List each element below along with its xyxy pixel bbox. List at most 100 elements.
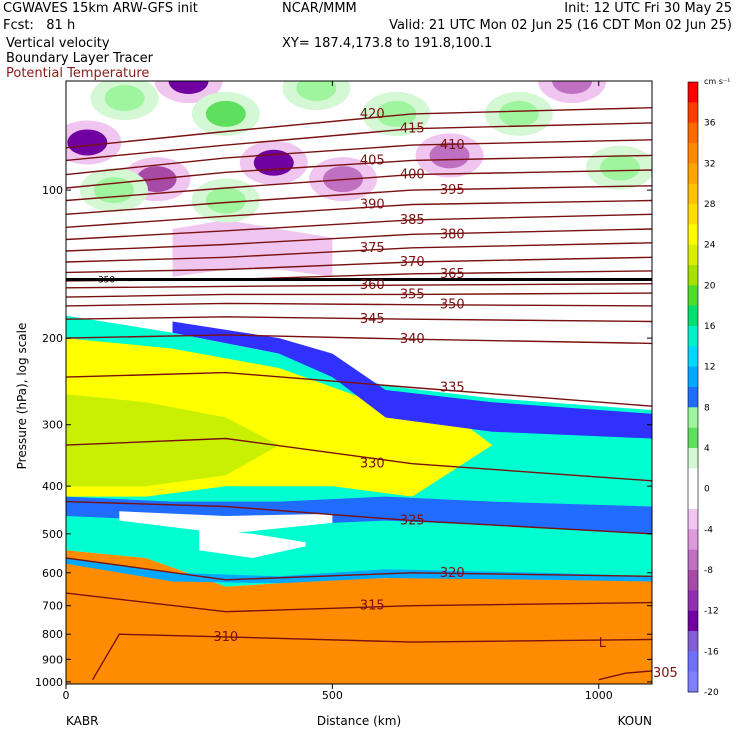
- y-tick-label: 1000: [35, 676, 63, 689]
- colorbar-label: -4: [704, 525, 713, 535]
- boundary-layer-orange: [66, 550, 652, 684]
- colorbar-label: 8: [704, 403, 710, 413]
- colorbar-swatch: [688, 204, 698, 225]
- colorbar-swatch: [688, 529, 698, 551]
- y-tick-label: 600: [42, 567, 63, 580]
- theta-isoline: [66, 169, 652, 202]
- colorbar-label: 32: [704, 159, 715, 169]
- y-axis-label: Pressure (hPa), log scale: [15, 323, 29, 470]
- y-tick-label: 400: [42, 480, 63, 493]
- colorbar-swatch: [688, 590, 698, 612]
- center-name: NCAR/MMM: [282, 1, 357, 16]
- theta-contour-labels: 420 415 410 405 400 395 390 385 380 375 370 365 360 3…: [98, 107, 678, 681]
- theta-label: 390: [360, 198, 385, 213]
- theta-isoline: [66, 199, 652, 228]
- upper-wave-blob-core: [498, 100, 539, 127]
- y-tick-label: 800: [42, 628, 63, 641]
- colorbar-label: 0: [704, 485, 710, 495]
- colorbar-swatch: [688, 183, 698, 205]
- colorbar-swatch: [688, 509, 698, 530]
- theta-label: 415: [400, 122, 425, 137]
- theta-label: 350: [440, 298, 465, 313]
- colorbar: cm s⁻¹ 36 32 28 24 20 16 12 8 4 0 -4 -8 -12 -16 -20: [687, 77, 730, 698]
- colorbar-label: 28: [704, 200, 716, 210]
- start-station-label: KABR: [66, 714, 98, 728]
- colorbar-swatch: [688, 285, 698, 307]
- theta-label: 370: [400, 255, 425, 270]
- theta-label: 345: [360, 312, 385, 327]
- upper-wave-blob-core: [429, 142, 470, 169]
- colorbar-swatch: [688, 244, 698, 266]
- colorbar-label: 12: [704, 363, 715, 373]
- theta-label: 305: [653, 666, 678, 681]
- upper-wave-blob-core: [205, 100, 246, 127]
- upper-wave-blob-core: [296, 81, 337, 101]
- upper-wave-blob-core: [205, 187, 246, 214]
- theta-isoline: [66, 139, 652, 176]
- title-text: CGWAVES 15km ARW-GFS init: [3, 1, 198, 16]
- theta-label: 395: [440, 183, 465, 198]
- theta-isoline: [598, 670, 652, 681]
- theta-isoline: [66, 500, 652, 535]
- theta-isoline: [66, 154, 652, 189]
- theta-isoline: [66, 437, 652, 482]
- colorbar-swatch: [688, 326, 698, 347]
- colorbar-swatch: [688, 407, 698, 429]
- blue-gap-pbl: [66, 558, 652, 584]
- field-label-theta: Potential Temperature: [6, 66, 150, 81]
- upper-wave-blob-core: [93, 177, 134, 204]
- field-label-vertical-velocity: Vertical velocity: [6, 36, 110, 51]
- upper-wave-blob-core: [376, 100, 417, 127]
- end-station-label: KOUN: [618, 714, 652, 728]
- init-time: Init: 12 UTC Fri 30 May 25: [564, 1, 732, 16]
- y-tick-label: 300: [42, 419, 63, 432]
- theta-label: 380: [440, 227, 465, 242]
- plot-frame: [65, 80, 653, 685]
- y-tick-label: 700: [42, 600, 63, 613]
- theta-contours: [66, 107, 652, 681]
- colorbar-swatch: [688, 468, 698, 490]
- field-label-tracer: Boundary Layer Tracer: [6, 51, 153, 66]
- colorbar-swatch: [688, 102, 698, 124]
- theta-label: 330: [360, 457, 385, 472]
- theta-label: 410: [440, 138, 465, 153]
- colorbar-frame: [687, 81, 699, 693]
- theta-isoline: [66, 228, 652, 252]
- theta-label: 340: [400, 332, 425, 347]
- colorbar-swatch: [688, 122, 698, 144]
- valid-time: Valid: 21 UTC Mon 02 Jun 25 (16 CDT Mon …: [389, 18, 732, 33]
- y-tick-label: 200: [42, 332, 63, 345]
- theta-label: 420: [360, 107, 385, 122]
- upper-wave-blob-core: [67, 129, 108, 156]
- colorbar-label: -20: [704, 688, 719, 698]
- colorbar-swatch: [688, 488, 698, 510]
- white-gap-mid: [199, 529, 306, 558]
- colorbar-label: -12: [704, 607, 719, 617]
- theta-label: 375: [360, 241, 385, 256]
- tracer-label: 350: [98, 276, 115, 286]
- colorbar-swatch: [688, 610, 698, 632]
- theta-isoline: [66, 292, 652, 298]
- theta-isoline: [66, 283, 652, 289]
- theta-label: 365: [440, 267, 465, 282]
- colorbar-swatch: [688, 163, 698, 185]
- x-tick-label: 1000: [585, 689, 613, 702]
- y-tick-label: 500: [42, 528, 63, 541]
- upper-wave-blob-core: [552, 81, 593, 94]
- colorbar-swatch: [688, 305, 698, 327]
- colorbar-swatch: [688, 427, 698, 449]
- colorbar-label: -16: [704, 647, 719, 657]
- colorbar-swatch: [688, 570, 698, 591]
- theta-isoline: [66, 185, 652, 215]
- xy-coordinates: XY= 187.4,173.8 to 191.8,100.1: [282, 36, 493, 51]
- theta-isoline: [66, 107, 652, 149]
- colorbar-swatch: [688, 346, 698, 368]
- upper-wave-blob-core: [104, 85, 145, 112]
- theta-isoline: [66, 302, 652, 307]
- colorbar-swatch: [688, 366, 698, 388]
- colorbar-swatch: [688, 387, 698, 408]
- theta-label: 325: [400, 514, 425, 529]
- theta-label: 315: [360, 599, 385, 614]
- colorbar-label: -8: [704, 566, 713, 576]
